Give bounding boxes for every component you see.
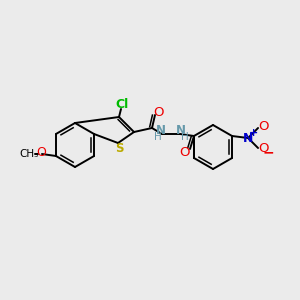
Text: −: − bbox=[262, 145, 274, 159]
Text: +: + bbox=[248, 128, 258, 138]
Text: CH₃: CH₃ bbox=[19, 149, 39, 159]
Text: O: O bbox=[154, 106, 164, 118]
Text: O: O bbox=[258, 142, 268, 155]
Text: H: H bbox=[181, 132, 189, 142]
Text: O: O bbox=[258, 121, 268, 134]
Text: H: H bbox=[154, 132, 162, 142]
Text: S: S bbox=[115, 142, 123, 154]
Text: O: O bbox=[36, 146, 46, 160]
Text: O: O bbox=[180, 146, 190, 160]
Text: N: N bbox=[176, 124, 186, 137]
Text: Cl: Cl bbox=[116, 98, 129, 110]
Text: N: N bbox=[243, 131, 253, 145]
Text: N: N bbox=[156, 124, 166, 137]
